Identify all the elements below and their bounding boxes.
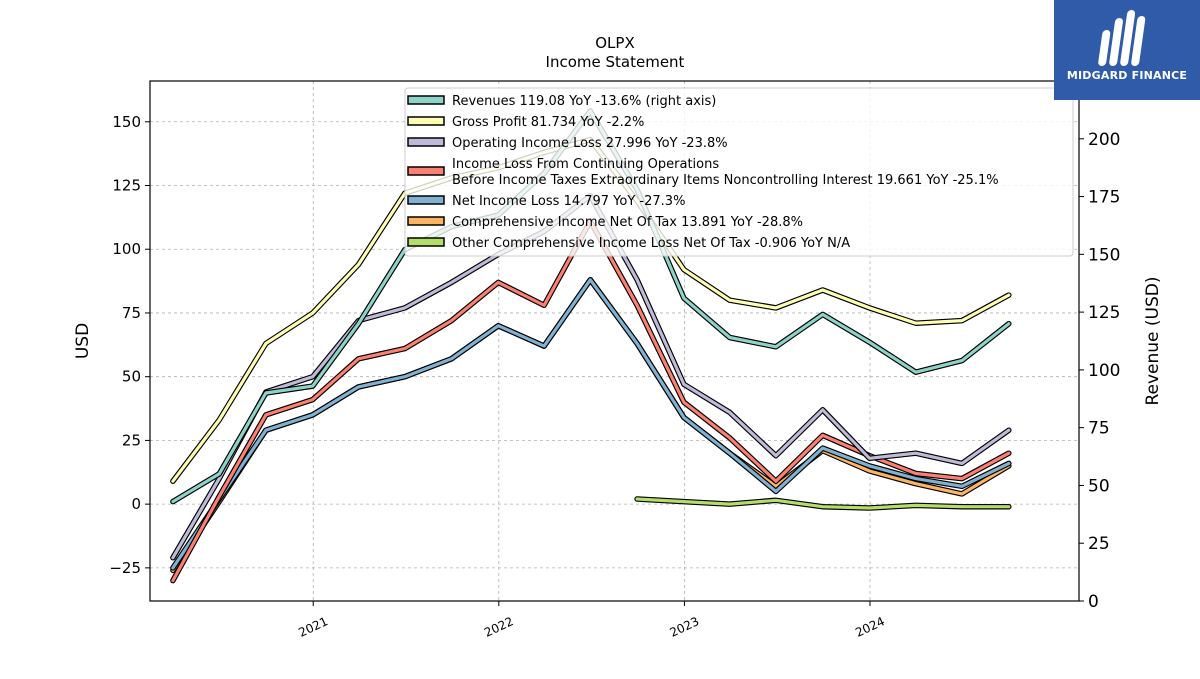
legend-swatch bbox=[407, 116, 445, 126]
legend-swatch bbox=[407, 137, 445, 147]
legend-label: Operating Income Loss 27.996 YoY -23.8% bbox=[452, 136, 728, 151]
legend-label: Other Comprehensive Income Loss Net Of T… bbox=[452, 236, 850, 251]
x-tick-label: 2021 bbox=[296, 614, 330, 640]
y-right-tick-label: 150 bbox=[1088, 245, 1120, 265]
brand-logo: MIDGARD FINANCE bbox=[1054, 0, 1200, 100]
legend-label: Gross Profit 81.734 YoY -2.2% bbox=[452, 115, 644, 130]
legend-box bbox=[404, 87, 1074, 257]
series-outline bbox=[170, 218, 1012, 584]
legend: Revenues 119.08 YoY -13.6% (right axis) G… bbox=[404, 87, 1074, 257]
y-tick-label: 0 bbox=[131, 495, 141, 513]
y-tick-label: 100 bbox=[112, 240, 141, 258]
legend-label: Net Income Loss 14.797 YoY -27.3% bbox=[452, 194, 685, 209]
y-right-tick-label: 0 bbox=[1088, 592, 1099, 612]
x-tick-label: 2023 bbox=[668, 614, 702, 640]
chart-subtitle: Income Statement bbox=[546, 53, 685, 71]
x-tick-label: 2024 bbox=[853, 614, 887, 640]
y-right-tick-label: 50 bbox=[1088, 476, 1110, 496]
brand-mark-icon bbox=[1098, 10, 1146, 66]
y-tick-label: 75 bbox=[122, 304, 141, 322]
y-right-tick-label: 100 bbox=[1088, 361, 1120, 381]
legend-label: Income Loss From Continuing Operations bbox=[452, 157, 719, 172]
plot-frame bbox=[149, 80, 1080, 602]
y-tick-label: 125 bbox=[112, 177, 141, 195]
chart-title: OLPX bbox=[595, 34, 635, 52]
y-tick-label: −25 bbox=[109, 559, 141, 577]
legend-swatch bbox=[407, 216, 445, 226]
legend-label: Before Income Taxes Extraordinary Items … bbox=[452, 173, 999, 188]
y-axis-right-label: Revenue (USD) bbox=[1143, 276, 1163, 405]
x-tick-label: 2022 bbox=[482, 614, 516, 640]
legend-swatch bbox=[407, 237, 445, 247]
series-line bbox=[171, 219, 1011, 583]
y-axis-label: USD bbox=[73, 323, 93, 359]
y-tick-label: 50 bbox=[122, 368, 141, 386]
y-right-tick-label: 125 bbox=[1088, 303, 1120, 323]
y-right-tick-label: 200 bbox=[1088, 130, 1120, 150]
brand-name: MIDGARD FINANCE bbox=[1066, 69, 1188, 82]
series-line bbox=[171, 278, 1011, 570]
legend-label: Revenues 119.08 YoY -13.6% (right axis) bbox=[452, 94, 716, 109]
y-right-tick-label: 75 bbox=[1088, 419, 1110, 439]
y-tick-label: 25 bbox=[122, 431, 141, 449]
legend-label: Comprehensive Income Net Of Tax 13.891 Y… bbox=[452, 215, 803, 230]
legend-swatch bbox=[407, 166, 445, 176]
legend-swatch bbox=[407, 195, 445, 205]
y-tick-label: 150 bbox=[112, 113, 141, 131]
y-right-tick-label: 175 bbox=[1088, 188, 1120, 208]
y-right-tick-label: 25 bbox=[1088, 534, 1110, 554]
legend-swatch bbox=[407, 95, 445, 105]
series-line bbox=[635, 497, 1011, 510]
